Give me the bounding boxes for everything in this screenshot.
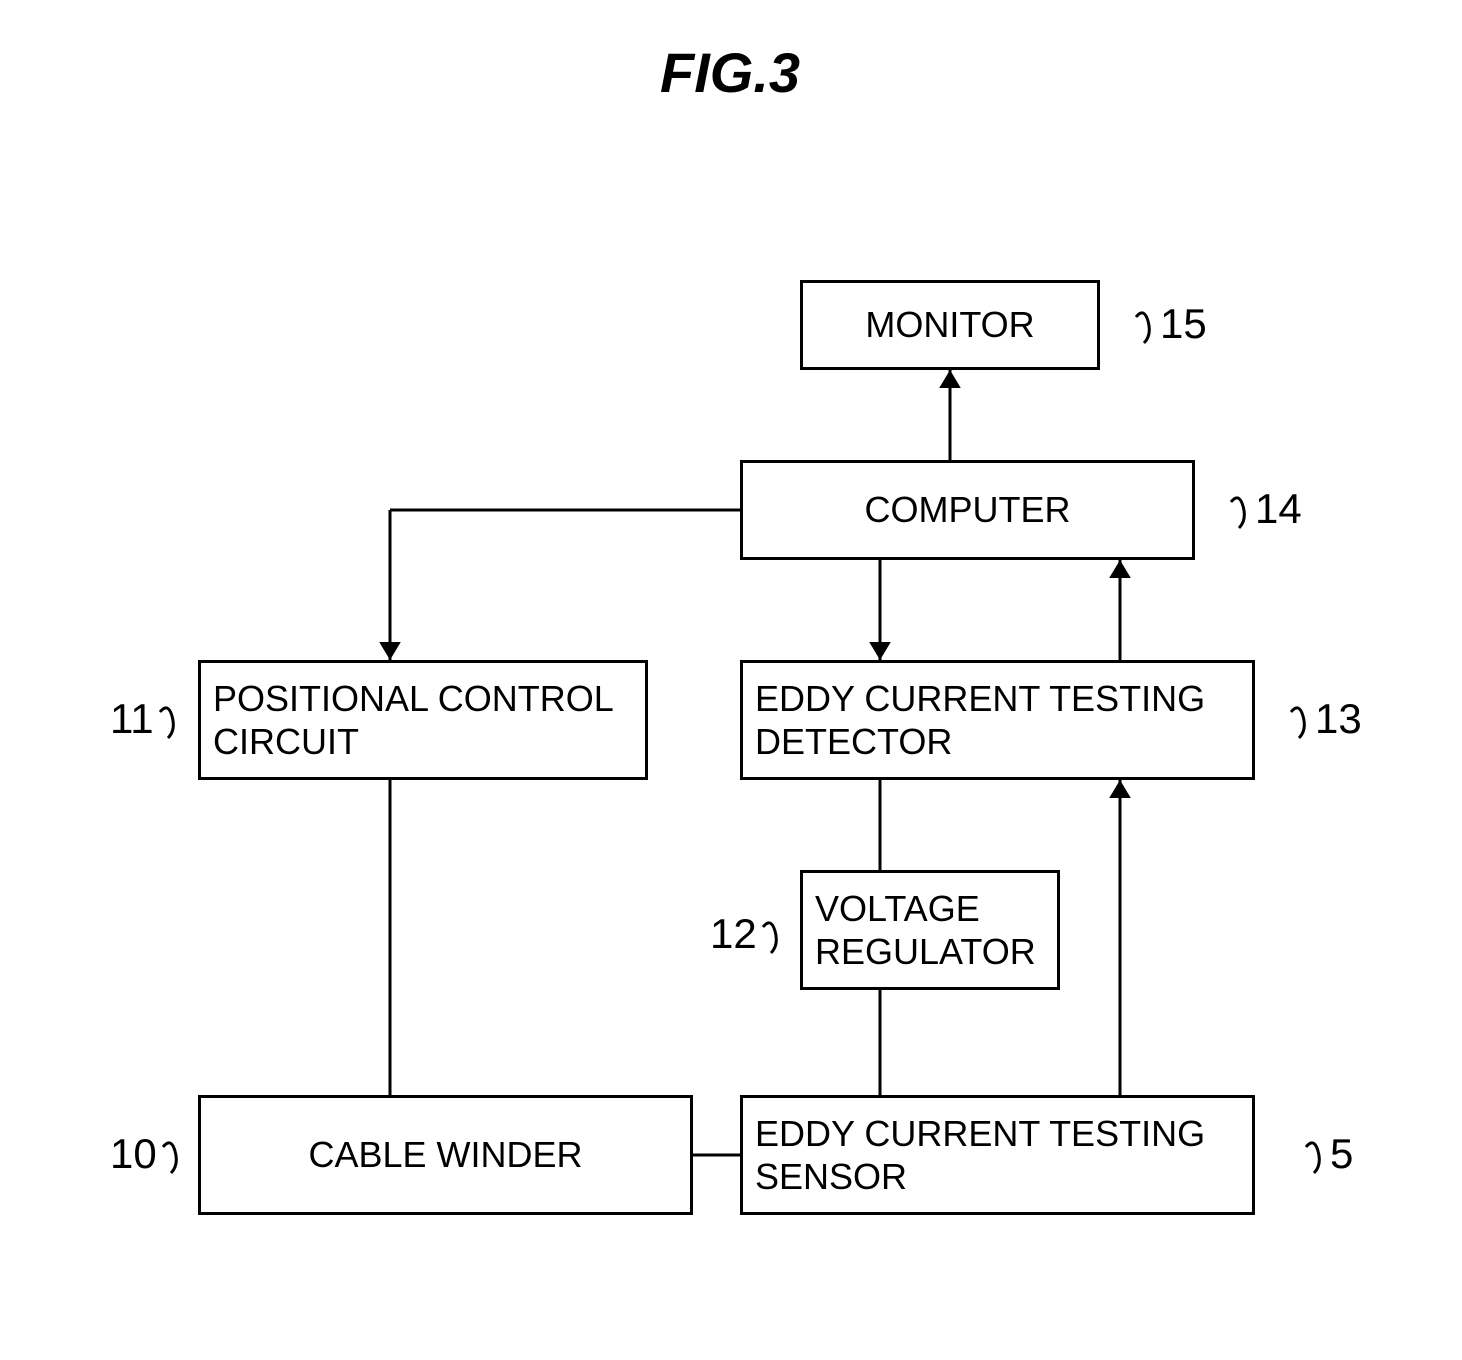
box-regulator-label: VOLTAGEREGULATOR <box>815 887 1036 973</box>
box-sensor-label: EDDY CURRENT TESTINGSENSOR <box>755 1112 1205 1198</box>
box-detector: EDDY CURRENT TESTINGDETECTOR <box>740 660 1255 780</box>
box-positional-label: POSITIONAL CONTROLCIRCUIT <box>213 677 614 763</box>
ref-11: 11 <box>110 695 184 744</box>
box-winder-label: CABLE WINDER <box>308 1133 582 1176</box>
ref-10-text: 10 <box>110 1130 157 1177</box>
figure-title: FIG.3 <box>600 40 860 105</box>
ref-5: 5 <box>1300 1130 1353 1179</box>
ref-14-text: 14 <box>1255 485 1302 532</box>
box-regulator: VOLTAGEREGULATOR <box>800 870 1060 990</box>
box-detector-label: EDDY CURRENT TESTINGDETECTOR <box>755 677 1205 763</box>
ref-10: 10 <box>110 1130 187 1179</box>
ref-5-text: 5 <box>1330 1130 1353 1177</box>
ref-15-text: 15 <box>1160 300 1207 347</box>
box-positional: POSITIONAL CONTROLCIRCUIT <box>198 660 648 780</box>
ref-13: 13 <box>1285 695 1362 744</box>
ref-14: 14 <box>1225 485 1302 534</box>
ref-12-text: 12 <box>710 910 757 957</box>
ref-13-text: 13 <box>1315 695 1362 742</box>
ref-15: 15 <box>1130 300 1207 349</box>
box-monitor-label: MONITOR <box>865 303 1034 346</box>
box-computer-label: COMPUTER <box>865 488 1071 531</box>
ref-12: 12 <box>710 910 787 959</box>
box-computer: COMPUTER <box>740 460 1195 560</box>
box-sensor: EDDY CURRENT TESTINGSENSOR <box>740 1095 1255 1215</box>
ref-11-text: 11 <box>110 695 154 742</box>
box-winder: CABLE WINDER <box>198 1095 693 1215</box>
box-monitor: MONITOR <box>800 280 1100 370</box>
